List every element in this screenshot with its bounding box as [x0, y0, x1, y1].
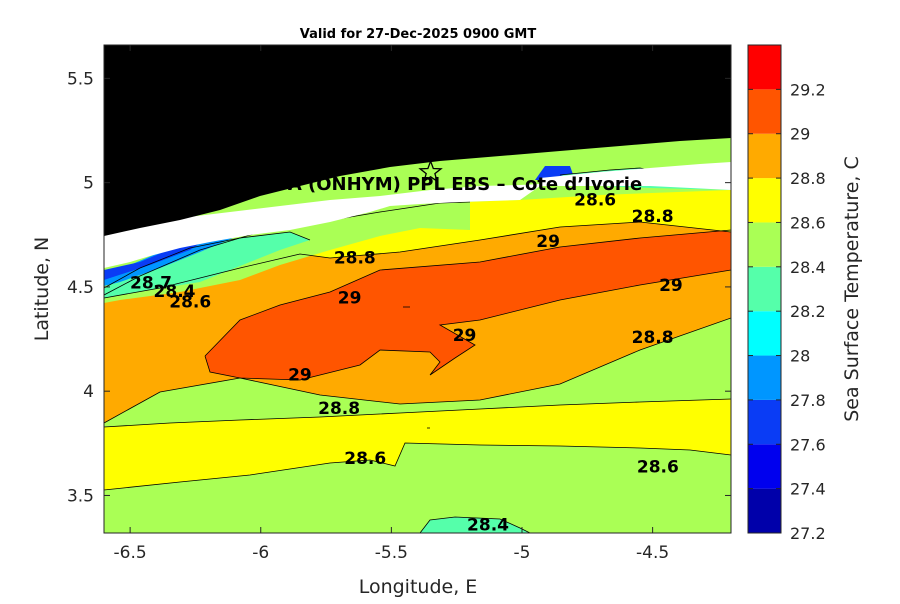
contour-label: 28.6	[637, 457, 679, 477]
colorbar-tick-label: 27.2	[790, 524, 826, 543]
colorbar-frame	[747, 44, 782, 534]
sst-band-28-2-south	[420, 517, 530, 533]
x-tick-label: -5	[514, 543, 531, 563]
colorbar-segment	[748, 399, 781, 445]
x-tick-label: -4.5	[636, 543, 669, 563]
y-axis: 3.5 4 4.5 5 5.5	[67, 69, 731, 506]
contour-label: 28.8	[632, 207, 674, 227]
contour-label: 29	[536, 232, 560, 252]
y-tick-label: 4.5	[67, 278, 94, 298]
contour-label: 28.4	[154, 282, 196, 302]
coastal-no-data-band	[104, 162, 731, 268]
colorbar-segment	[748, 89, 781, 134]
contour-lines	[104, 167, 731, 533]
y-tick-label: 4	[83, 382, 94, 402]
colorbar-tick-label: 29	[790, 125, 810, 144]
colorbar-tick-label: 28	[790, 347, 810, 366]
colorbar-tick-label: 28.2	[790, 302, 826, 321]
contour-label: 28.6	[169, 293, 211, 313]
colorbar-ticks: 27.2 27.4 27.6 27.8 28 28.2 28.4 28.6 28.8 29 29.2	[748, 80, 826, 543]
colorbar-tick-label: 27.4	[790, 480, 826, 499]
plot-area	[104, 45, 731, 533]
land-mass	[104, 45, 731, 236]
y-tick-label: 3.5	[67, 486, 94, 506]
colorbar-tick-label: 28.8	[790, 169, 826, 188]
colorbar	[748, 45, 781, 533]
contour-label: 29	[659, 276, 683, 296]
x-axis-title: Longitude, E	[359, 576, 478, 598]
x-tick-label: -5.5	[375, 543, 408, 563]
x-axis: -6.5 -6 -5.5 -5 -4.5	[114, 45, 669, 563]
sst-band-28-6	[104, 399, 731, 490]
colorbar-segment	[748, 311, 781, 356]
colorbar-segment	[748, 133, 781, 179]
contour-label: 28.7	[130, 274, 172, 294]
x-tick-label: -6.5	[114, 543, 147, 563]
contour-label: 29	[288, 366, 312, 386]
y-axis-title: Latitude, N	[31, 237, 53, 342]
contour-label: 29	[338, 288, 362, 308]
contour-label: 28.8	[632, 328, 674, 348]
x-tick-label: -6	[252, 543, 269, 563]
sst-band-cool-coast	[104, 235, 240, 286]
colorbar-segment	[748, 488, 781, 533]
colorbar-tick-label: 28.4	[790, 258, 826, 277]
chart-title: Valid for 27-Dec-2025 0900 GMT	[300, 27, 537, 42]
colorbar-tick-label: 28.6	[790, 213, 826, 232]
contour-label: 28.6	[574, 190, 616, 210]
y-tick-label: 5	[83, 174, 94, 194]
colorbar-segment	[748, 45, 781, 90]
contour-label: 28.4	[467, 516, 509, 536]
plot-frame	[103, 44, 732, 534]
y-tick-label: 5.5	[67, 69, 94, 89]
contour-label: 28.8	[318, 399, 360, 419]
colorbar-segment	[748, 444, 781, 489]
colorbar-segment	[748, 355, 781, 400]
colorbar-tick-label: 27.6	[790, 435, 826, 454]
colorbar-segment	[748, 178, 781, 223]
contour-label: 29	[453, 326, 477, 346]
colorbar-segment	[748, 266, 781, 312]
star-icon	[418, 159, 443, 183]
colorbar-segment	[748, 222, 781, 267]
site-label: A (ONHYM) PPL EBS – Cote d’Ivorie	[288, 174, 642, 195]
contour-label: 28.6	[344, 449, 386, 469]
colorbar-tick-label: 29.2	[790, 80, 826, 99]
sst-band-28-6-coast	[104, 190, 731, 298]
sst-band-29-0	[205, 230, 731, 380]
colorbar-title: Sea Surface Temperature, C	[841, 156, 863, 422]
contour-label: 28.8	[334, 249, 376, 269]
sst-band-28-2-coast	[104, 232, 310, 298]
colorbar-tick-label: 27.8	[790, 391, 826, 410]
